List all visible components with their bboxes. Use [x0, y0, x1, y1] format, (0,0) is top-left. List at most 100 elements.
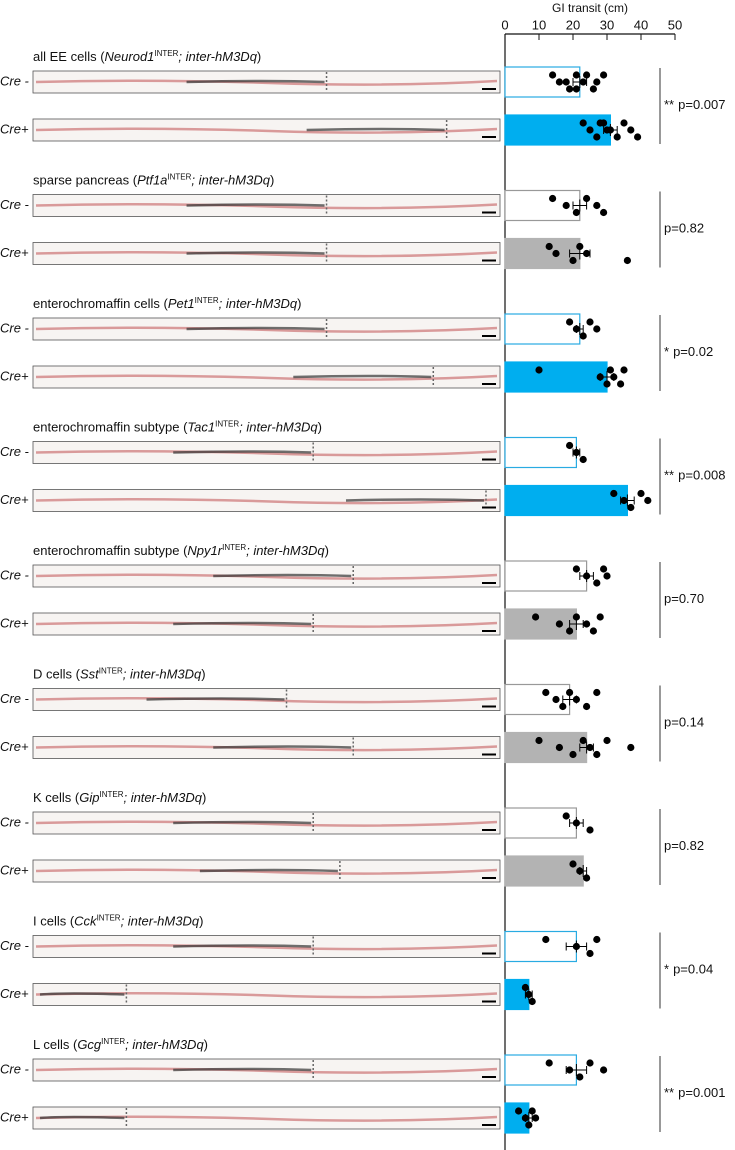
- data-point: [644, 496, 652, 505]
- data-point: [535, 736, 543, 745]
- bar: [504, 114, 612, 146]
- gut-dye: [173, 820, 312, 825]
- data-point: [532, 613, 540, 621]
- data-point: [572, 208, 581, 217]
- title-part: Neurod1: [105, 49, 155, 64]
- data-point: [583, 194, 591, 203]
- gut-tissue: [35, 1067, 498, 1074]
- x-tick-label: 50: [668, 17, 682, 32]
- row-label: Cre+: [0, 1109, 29, 1124]
- data-point: [613, 133, 621, 141]
- data-point: [532, 1114, 540, 1122]
- x-tick-label: 0: [501, 17, 508, 32]
- data-point: [600, 1066, 608, 1074]
- group-title: all EE cells (Neurod1INTER; inter-hM3Dq): [33, 49, 261, 65]
- data-point: [559, 702, 567, 711]
- data-point: [634, 133, 642, 141]
- gut-dye: [186, 79, 325, 84]
- data-point: [593, 579, 601, 587]
- title-part: ): [297, 296, 301, 311]
- title-part: enterochromaffin cells (: [33, 296, 169, 311]
- gut-tissue: [35, 127, 498, 134]
- data-point: [566, 85, 574, 93]
- gut-dye: [173, 944, 312, 948]
- error-bar: [562, 693, 577, 706]
- gut-dye: [186, 326, 325, 331]
- data-point: [586, 1059, 594, 1067]
- data-point: [583, 71, 591, 79]
- data-point: [620, 366, 628, 374]
- data-point: [579, 119, 587, 127]
- data-point: [562, 812, 570, 820]
- title-part: INTER: [195, 296, 219, 305]
- group-title: enterochromaffin cells (Pet1INTER; inter…: [33, 296, 301, 312]
- data-point: [566, 627, 574, 635]
- title-part: ): [202, 790, 206, 805]
- data-point: [596, 613, 604, 621]
- data-point: [549, 194, 557, 203]
- gut-dye: [345, 498, 485, 502]
- title-part: INTER: [215, 419, 239, 428]
- title-part: ): [199, 914, 203, 929]
- data-point: [542, 688, 550, 697]
- row-label: Cre+: [0, 245, 29, 260]
- group-title: sparse pancreas (Ptf1aINTER; inter-hM3Dq…: [33, 172, 274, 188]
- data-point: [545, 242, 553, 251]
- data-point: [593, 325, 601, 333]
- error-bar: [572, 446, 581, 459]
- p-text: p=0.001: [678, 1085, 725, 1100]
- x-tick-label: 10: [532, 17, 546, 32]
- data-point: [583, 874, 591, 882]
- x-tick-label: 20: [566, 17, 580, 32]
- title-part: K cells (: [33, 790, 80, 805]
- data-point: [549, 71, 557, 79]
- title-part: INTER: [97, 913, 121, 922]
- row-label: Cre+: [0, 368, 29, 383]
- gut-dye: [213, 573, 352, 578]
- title-part: INTER: [222, 543, 246, 552]
- gut-dye: [173, 450, 312, 454]
- row-label: Cre+: [0, 739, 29, 754]
- gut-dye: [199, 868, 338, 873]
- title-part: ; inter-hM3Dq: [239, 420, 318, 435]
- data-point: [525, 1121, 533, 1129]
- error-bar: [569, 247, 591, 260]
- data-point: [600, 71, 608, 79]
- gut-dye: [146, 697, 285, 701]
- stars: **: [664, 1085, 674, 1100]
- error-bar: [569, 817, 584, 829]
- title-part: ): [201, 667, 205, 682]
- p-text: p=0.008: [678, 468, 725, 483]
- group-title: D cells (SstINTER; inter-hM3Dq): [33, 666, 206, 682]
- title-part: Gip: [79, 790, 99, 805]
- gut-tissue: [35, 868, 498, 875]
- title-part: L cells (: [33, 1037, 78, 1052]
- title-part: ; inter-hM3Dq: [123, 790, 202, 805]
- data-point: [576, 242, 584, 251]
- p-value: p=0.14: [664, 715, 704, 730]
- data-point: [569, 750, 577, 759]
- title-part: Npy1r: [187, 543, 222, 558]
- title-part: Tac1: [187, 420, 215, 435]
- title-part: D cells (: [33, 667, 81, 682]
- title-part: Ptf1a: [137, 173, 167, 188]
- title-part: ; inter-hM3Dq: [125, 1037, 204, 1052]
- row-label: Cre -: [0, 691, 30, 706]
- title-part: ; inter-hM3Dq: [219, 296, 298, 311]
- p-text: p=0.14: [664, 715, 704, 730]
- data-point: [515, 1107, 523, 1115]
- data-point: [566, 441, 574, 450]
- title-part: ): [318, 420, 322, 435]
- group-title: L cells (GcgINTER; inter-hM3Dq): [33, 1037, 208, 1053]
- gut-dye: [186, 251, 325, 255]
- data-point: [562, 78, 570, 86]
- error-bar: [565, 940, 588, 953]
- data-point: [569, 256, 577, 265]
- p-value: ** p=0.007: [664, 97, 725, 112]
- data-point: [610, 489, 618, 498]
- gut-dye: [173, 621, 312, 626]
- row-label: Cre+: [0, 986, 29, 1001]
- data-point: [606, 366, 615, 374]
- gut-dye: [186, 203, 325, 207]
